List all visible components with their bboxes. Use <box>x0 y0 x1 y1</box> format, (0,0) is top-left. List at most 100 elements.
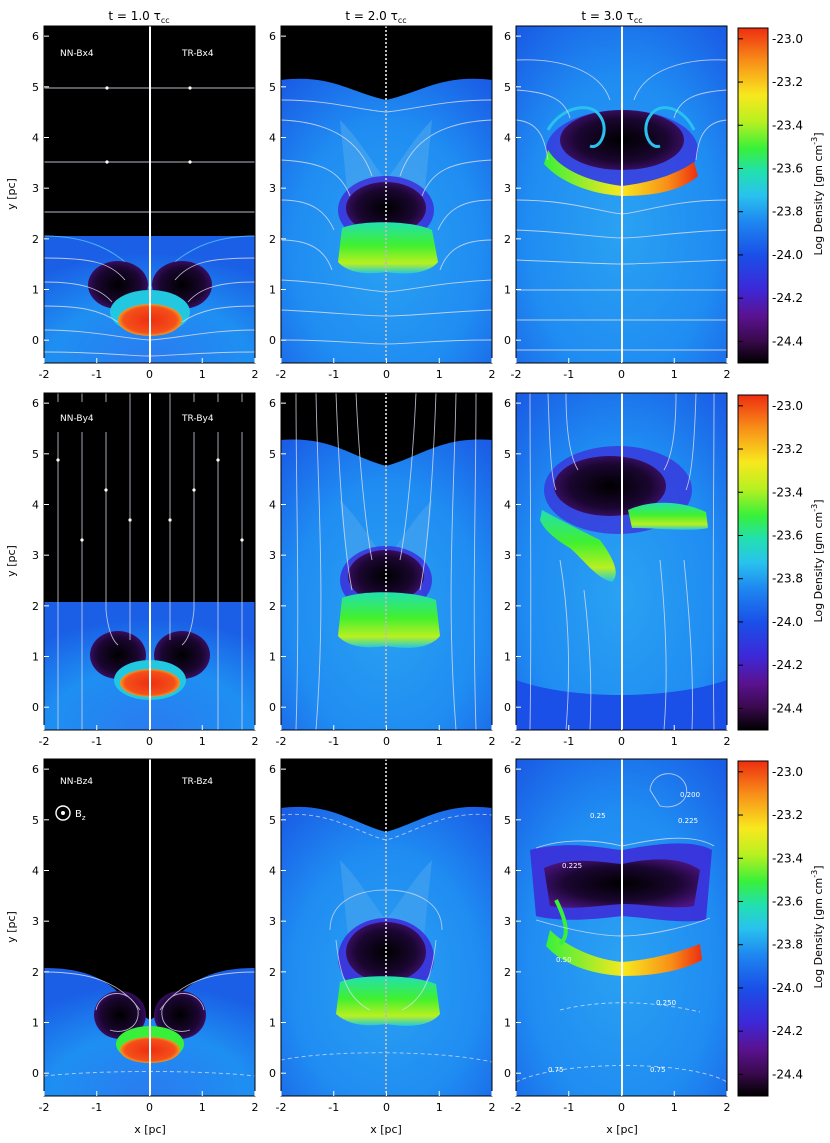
y-tick-label: 4 <box>32 131 39 144</box>
x-tick-label: 0 <box>146 368 153 381</box>
contour-label: 0.225 <box>562 862 582 870</box>
x-tick-label: 2 <box>724 1101 731 1114</box>
x-tick-label: 2 <box>252 1101 259 1114</box>
colorbar-tick-label: -24.0 <box>772 615 803 629</box>
y-tick-label: 3 <box>269 915 276 928</box>
x-axis-title-col1: x [pc] <box>134 1123 166 1136</box>
y-axis-title-row2: y [pc] <box>5 545 18 577</box>
cavity-right <box>154 991 206 1039</box>
y-tick-label: 0 <box>504 1067 511 1080</box>
cavity <box>554 456 666 516</box>
y-tick-label: 3 <box>504 182 511 195</box>
y-tick-label: 6 <box>32 763 39 776</box>
y-tick-label: 0 <box>504 334 511 347</box>
y-tick-label: 3 <box>32 549 39 562</box>
y-tick-label: 4 <box>504 498 511 511</box>
field-lines <box>57 393 243 730</box>
y-tick-label: 5 <box>269 81 276 94</box>
y-tick-label: 1 <box>32 1017 39 1030</box>
y-tick-label: 5 <box>269 448 276 461</box>
y-tick-label: 3 <box>32 182 39 195</box>
x-tick-label: 0 <box>383 735 390 748</box>
contour-label: 0.75 <box>548 1066 564 1074</box>
x-tick-label: -1 <box>328 368 339 381</box>
x-tick-label: 0 <box>383 368 390 381</box>
cavity-left <box>94 991 146 1039</box>
x-tick-label: 1 <box>671 1101 678 1114</box>
y-tick-label: 2 <box>32 600 39 613</box>
contour-label: 0.200 <box>680 791 700 799</box>
x-tick-label: 2 <box>724 735 731 748</box>
run-label-right: TR-Bx4 <box>181 49 214 59</box>
run-label-left: NN-Bx4 <box>60 49 94 59</box>
x-tick-label: 2 <box>489 1101 496 1114</box>
y-tick-label: 1 <box>32 284 39 297</box>
y-tick-label: 6 <box>269 397 276 410</box>
colorbar-tick-label: -23.2 <box>772 442 803 456</box>
x-tick-label: 2 <box>252 368 259 381</box>
y-tick-label: 4 <box>504 864 511 877</box>
x-tick-label: 1 <box>436 1101 443 1114</box>
y-axis-title-row3: y [pc] <box>5 911 18 943</box>
x-tick-label: 2 <box>489 368 496 381</box>
x-tick-label: 1 <box>671 368 678 381</box>
x-tick-label: -1 <box>91 1101 102 1114</box>
column-title-3: t = 3.0 τcc <box>581 9 642 25</box>
y-tick-label: 1 <box>504 1017 511 1030</box>
colorbar-tick-label: -23.8 <box>772 938 803 952</box>
panel-row3-col2 <box>281 759 492 1096</box>
y-tick-label: 0 <box>269 1067 276 1080</box>
x-tick-label: 0 <box>618 735 625 748</box>
x-tick-label: 1 <box>199 368 206 381</box>
panel-row2-col2 <box>281 393 492 730</box>
run-label-left: NN-By4 <box>60 414 94 424</box>
y-tick-label: 5 <box>32 448 39 461</box>
y-tick-label: 2 <box>504 966 511 979</box>
y-tick-label: 6 <box>504 30 511 43</box>
x-tick-label: -1 <box>91 368 102 381</box>
cavity <box>348 550 424 602</box>
y-tick-label: 2 <box>32 966 39 979</box>
y-tick-label: 0 <box>32 1067 39 1080</box>
x-tick-label: -2 <box>39 368 50 381</box>
y-tick-label: 0 <box>32 334 39 347</box>
y-tick-label: 3 <box>504 915 511 928</box>
y-tick-label: 4 <box>32 864 39 877</box>
colorbar-row3 <box>737 760 769 1097</box>
y-tick-label: 4 <box>269 131 276 144</box>
x-tick-label: 1 <box>199 735 206 748</box>
x-tick-label: 2 <box>724 368 731 381</box>
dense-clump <box>338 592 440 648</box>
colorbar-label-row2: Log Density [gm cm-3] <box>810 500 825 623</box>
y-tick-label: 5 <box>269 814 276 827</box>
x-tick-label: -2 <box>39 735 50 748</box>
x-tick-label: -2 <box>276 735 287 748</box>
x-axis-title-col2: x [pc] <box>370 1123 402 1136</box>
colorbar-tick-label: -23.6 <box>772 528 803 542</box>
x-tick-label: -1 <box>563 368 574 381</box>
contour-label: 0.250 <box>656 999 676 1007</box>
x-tick-label: -1 <box>563 735 574 748</box>
y-tick-label: 0 <box>269 334 276 347</box>
x-tick-label: -2 <box>511 1101 522 1114</box>
colorbar-tick-label: -24.0 <box>772 981 803 995</box>
x-tick-label: 1 <box>436 368 443 381</box>
y-tick-label: 1 <box>269 651 276 664</box>
y-tick-label: 2 <box>269 600 276 613</box>
colorbar-tick-label: -23.0 <box>772 765 803 779</box>
run-label-left: NN-Bz4 <box>60 777 93 787</box>
x-tick-label: -1 <box>328 735 339 748</box>
column-titles: t = 1.0 τcc t = 2.0 τcc t = 3.0 τcc <box>108 9 642 25</box>
colorbar-tick-label: -23.6 <box>772 894 803 908</box>
y-tick-label: 0 <box>269 701 276 714</box>
y-tick-label: 5 <box>504 448 511 461</box>
y-tick-label: 3 <box>269 182 276 195</box>
run-label-right: TR-Bz4 <box>181 777 213 787</box>
y-tick-label: 4 <box>32 498 39 511</box>
y-tick-label: 4 <box>269 498 276 511</box>
colorbar-tick-label: -24.0 <box>772 248 803 262</box>
x-tick-label: 1 <box>671 735 678 748</box>
y-tick-label: 2 <box>269 233 276 246</box>
x-tick-label: -2 <box>511 368 522 381</box>
dense-clump <box>540 510 616 582</box>
